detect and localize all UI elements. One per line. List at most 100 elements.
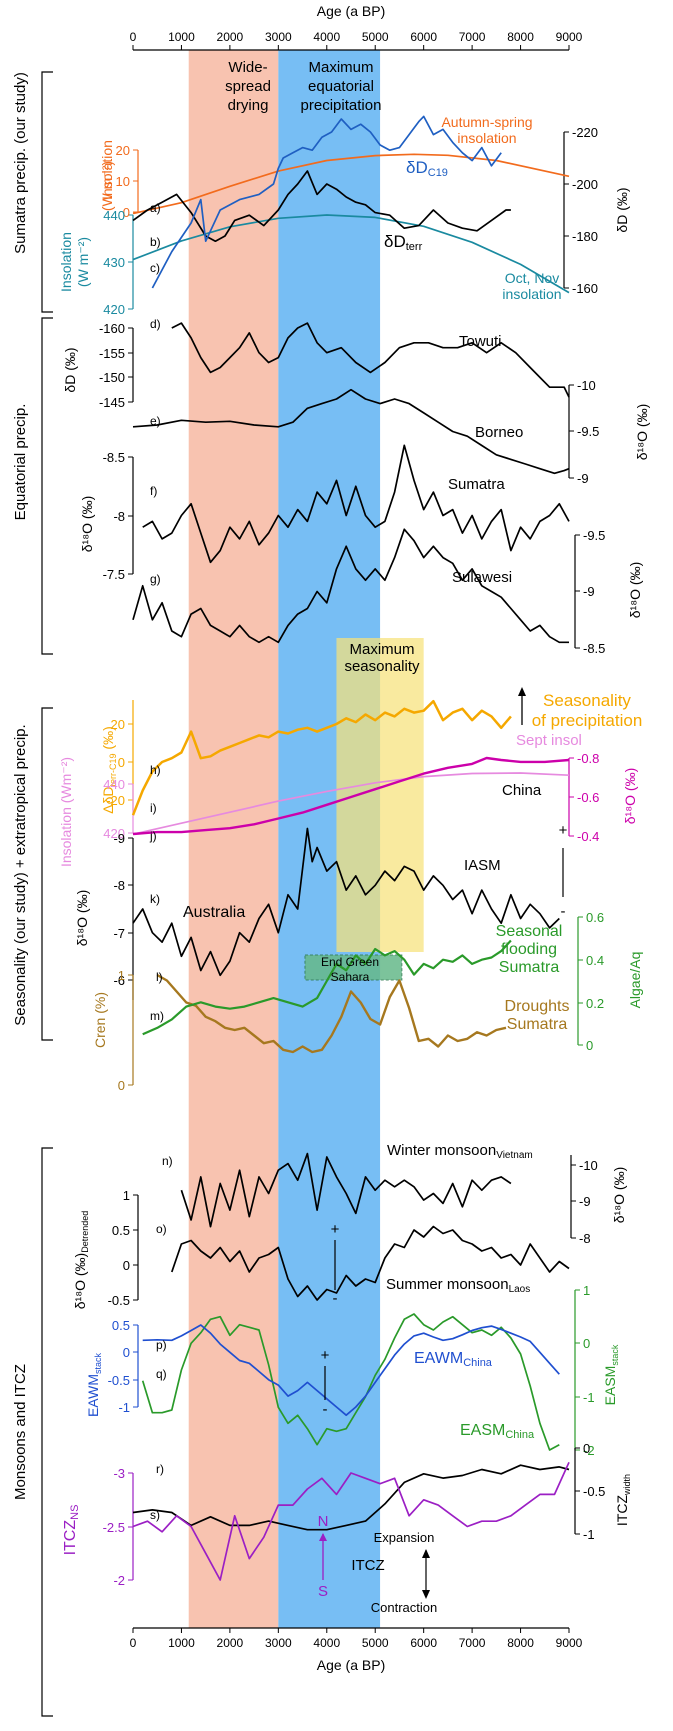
band-drying [188, 50, 279, 1628]
axis-d18O-australia-tick-label: -7 [113, 926, 125, 941]
axis-d18O-sumatra-tick-label: -8 [113, 509, 125, 524]
label-main: ITCZ [614, 1495, 630, 1527]
group-label: Equatorial precip. [12, 404, 29, 521]
x-tick-label-bottom: 4000 [313, 1636, 340, 1650]
band-label-seasonality: Maximum [349, 641, 414, 658]
axis-eawm-tick-label: -0.5 [108, 1373, 130, 1388]
x-tick-label-top: 5000 [362, 30, 389, 44]
series-d [171, 322, 570, 398]
band-seasonality [336, 638, 424, 952]
series-m [142, 939, 512, 1036]
axis-d18O-china-tick-label: -0.8 [577, 751, 599, 766]
series-s [132, 1461, 570, 1581]
label-subscript: Laos [509, 1284, 531, 1295]
label-main: EAWM [85, 1374, 101, 1417]
label-subscript: terr-C19 [108, 753, 118, 786]
label-borneo: Borneo [475, 424, 523, 441]
band-label-green-sahara: End Green [321, 955, 379, 969]
letter-j: j) [149, 829, 157, 843]
axis-d18O-laos-tick-label: 0.5 [112, 1223, 130, 1238]
series-f [142, 444, 570, 564]
letter-e: e) [150, 414, 161, 428]
axis-itcz-ns-tick-label: -2.5 [103, 1520, 125, 1535]
axis-title-eawm: EAWMstack [85, 1352, 103, 1417]
axis-insolation-oct-tick-label: 430 [103, 255, 125, 270]
label-south: S [318, 1583, 328, 1600]
axis-title-d18O-sulawesi: δ¹⁸O (‰) [627, 562, 643, 618]
axis-d18O-vietnam-tick-label: -10 [579, 1158, 598, 1173]
label-contraction: Contraction [371, 1600, 437, 1615]
axis-dD-sumatra-tick-label: -180 [572, 229, 598, 244]
label-winter-monsoon: Winter monsoonVietnam [387, 1142, 533, 1161]
letter-r: r) [156, 1462, 164, 1476]
letter-p: p) [156, 1338, 167, 1352]
label-australia: Australia [183, 904, 245, 921]
band-label-equatorial: Maximum [308, 59, 373, 76]
label-north: N [318, 1513, 329, 1530]
label-dD-terr: δDterr [384, 232, 423, 253]
label-main: δ¹⁸O (‰) [72, 1253, 88, 1309]
label-sept-insol: Sept insol [516, 732, 582, 749]
label-main: EAWM [414, 1350, 463, 1367]
x-tick-label-bottom: 2000 [217, 1636, 244, 1650]
band-label-seasonality: seasonality [344, 658, 420, 675]
x-tick-label-bottom: 5000 [362, 1636, 389, 1650]
axis-title-easm: EASMstack [602, 1344, 620, 1405]
axis-d18O-laos-tick-label: 1 [123, 1188, 130, 1203]
axis-d18O-laos-tick-label: 0 [123, 1258, 130, 1273]
axis-d18O-sulawesi-tick-label: -8.5 [583, 641, 605, 656]
axis-dD-sumatra-tick-label: -160 [572, 281, 598, 296]
letter-h: h) [150, 763, 161, 777]
label-subscript: stack [610, 1344, 620, 1366]
band-label-green-sahara: Sahara [331, 970, 370, 984]
letter-l: l) [156, 970, 163, 984]
band-label-equatorial: equatorial [308, 78, 374, 95]
letter-o: o) [156, 1222, 167, 1236]
arrow-itcz-width-head-down [422, 1590, 430, 1599]
axis-d18O-sulawesi-tick-label: -9 [583, 584, 595, 599]
band-label-drying: spread [225, 78, 271, 95]
label-main: ΔδD [100, 786, 116, 813]
label-sulawesi: Sulawesi [452, 569, 512, 586]
letter-d: d) [150, 317, 161, 331]
label-iasm-plus: + [559, 822, 568, 839]
label-china: China [502, 782, 542, 799]
axis-easm-tick-label: -1 [583, 1390, 595, 1405]
label-oct-nov: insolation [502, 286, 561, 302]
axis-d18O-sumatra-tick-label: -8.5 [103, 450, 125, 465]
series-l [156, 973, 507, 1054]
x-axis-title-bottom: Age (a BP) [317, 1657, 385, 1673]
label-subscript: Detrended [80, 1211, 90, 1253]
letter-a: a) [150, 201, 161, 215]
axis-d18O-vietnam-tick-label: -8 [579, 1231, 591, 1246]
letter-m: m) [150, 1009, 164, 1023]
x-axis-title-top: Age (a BP) [317, 3, 385, 19]
series-n [180, 1152, 512, 1228]
axis-eawm-tick-label: 0.5 [112, 1318, 130, 1333]
axis-title-insolation-oct: (W m⁻²) [75, 237, 91, 287]
label-main: δD [406, 158, 428, 177]
axis-title-d18O-laos: δ¹⁸O (‰)Detrended [72, 1211, 90, 1310]
axis-itcz-width-tick-label: -1 [583, 1527, 595, 1542]
letter-f: f) [150, 484, 157, 498]
axis-title-d18O-vietnam: δ¹⁸O (‰) [611, 1167, 627, 1223]
letter-b: b) [150, 235, 161, 249]
axis-d18O-australia-tick-label: -6 [113, 973, 125, 988]
axis-insolation-autumn-tick-label: 20 [116, 143, 130, 158]
axis-d18O-borneo-tick-label: -9.5 [577, 424, 599, 439]
label-subscript: NS [69, 1505, 81, 1520]
series-g [132, 528, 569, 644]
label-subscript: Vietnam [496, 1150, 533, 1161]
band-label-equatorial: precipitation [301, 97, 382, 114]
axis-dD-sumatra-tick-label: -200 [572, 177, 598, 192]
group-bracket [41, 317, 53, 655]
series-layer [131, 115, 570, 1581]
axis-d18O-china-tick-label: -0.4 [577, 829, 599, 844]
axis-easm-tick-label: 1 [583, 1283, 590, 1298]
axis-d18O-borneo-tick-label: -9 [577, 471, 589, 486]
axis-title-cren: Cren (%) [92, 992, 108, 1048]
x-tick-label-bottom: 3000 [265, 1636, 292, 1650]
labels-layer: Wide-spread drying Maximum equatorial precip… [12, 3, 650, 1673]
axis-easm-tick-label: 0 [583, 1336, 590, 1351]
label-subscript: width [622, 1474, 632, 1496]
